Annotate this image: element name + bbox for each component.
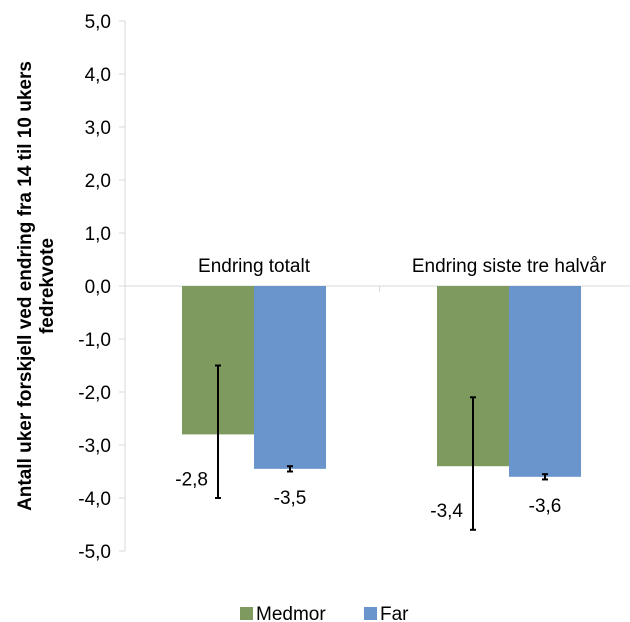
bar-far — [254, 286, 326, 469]
data-label-medmor: -3,4 — [430, 501, 463, 522]
data-label-far: -3,5 — [274, 488, 307, 509]
y-axis-title-line: fedrekvote — [37, 238, 58, 334]
data-label-medmor: -2,8 — [175, 469, 208, 490]
y-axis-title-line: Antall uker forskjell ved endring fra 14… — [15, 61, 36, 511]
y-tick-label: 4,0 — [85, 65, 111, 86]
y-tick-label: -5,0 — [78, 542, 111, 563]
category-label: Endring totalt — [198, 256, 311, 277]
label-layer: Endring totalt -2,8 -3,5 Endring siste tre … — [175, 256, 607, 522]
legend-label-far: Far — [380, 604, 409, 622]
y-tick-label: 0,0 — [85, 277, 111, 298]
y-tick-label: 2,0 — [85, 171, 111, 192]
legend-label-medmor: Medmor — [256, 604, 326, 622]
category-label: Endring siste tre halvår — [412, 256, 607, 277]
legend-swatch-medmor — [240, 607, 253, 620]
bar-layer — [182, 286, 581, 531]
y-tick-label: 5,0 — [85, 12, 111, 33]
y-axis-title: Antall uker forskjell ved endring fra 14… — [15, 61, 58, 511]
y-tick-label: -4,0 — [78, 489, 111, 510]
bar-far — [509, 286, 581, 477]
y-tick-label: -2,0 — [78, 383, 111, 404]
y-tick-label: -1,0 — [78, 330, 111, 351]
y-tick-label: 1,0 — [85, 224, 111, 245]
legend-swatch-far — [364, 607, 377, 620]
y-tick-label: 3,0 — [85, 118, 111, 139]
y-tick-label: -3,0 — [78, 436, 111, 457]
legend: Medmor Far — [240, 604, 409, 622]
data-label-far: -3,6 — [529, 496, 562, 517]
